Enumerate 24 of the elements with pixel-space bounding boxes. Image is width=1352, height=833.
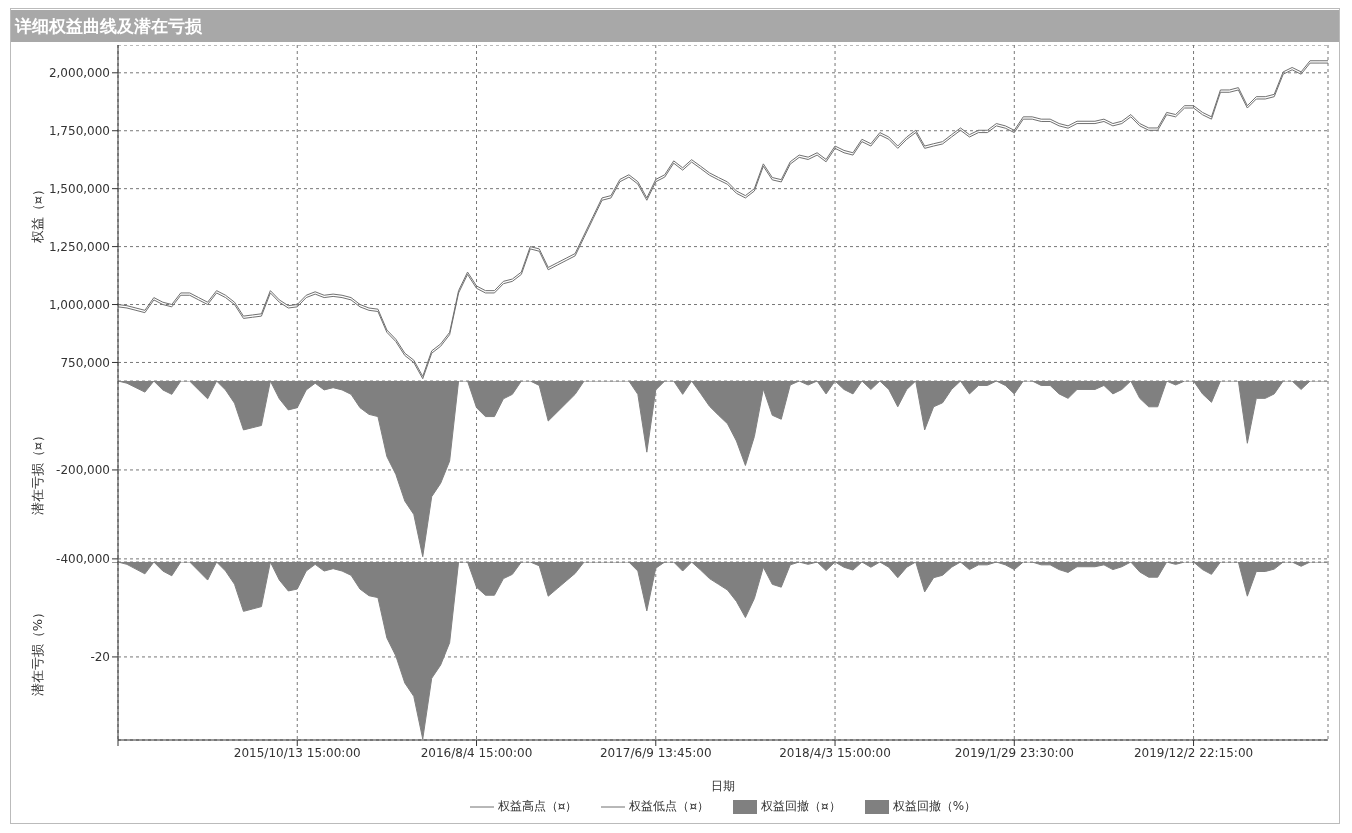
y-tick-label: -20 xyxy=(90,650,110,665)
y-tick-label: 1,000,000 xyxy=(48,297,110,312)
y-tick-label: 2,000,000 xyxy=(48,66,110,81)
legend-label: 权益低点（¤） xyxy=(629,798,710,815)
text: 权益回撤（%） xyxy=(892,798,977,815)
chart-title: 详细权益曲线及潜在亏损 xyxy=(11,10,1339,42)
x-axis-title: 日期 xyxy=(710,778,736,795)
y-tick-label: 1,250,000 xyxy=(48,239,110,254)
x-tick-label: 2015/10/13 15:00:00 xyxy=(233,745,361,760)
y-axis-title: 潜在亏损（%） xyxy=(29,605,46,697)
x-tick-label: 2019/1/29 23:30:00 xyxy=(954,745,1074,760)
y-tick-label: 1,500,000 xyxy=(48,181,110,196)
y-tick-label: -400,000 xyxy=(56,552,110,567)
x-tick-label: 2018/4/3 15:00:00 xyxy=(779,745,891,760)
legend-label: 权益回撤（¤） xyxy=(761,798,841,815)
x-tick-label: 2016/8/4 15:00:00 xyxy=(420,745,533,760)
y-tick-label: -200,000 xyxy=(56,463,110,478)
y-axis-title: 潜在亏损（¤） xyxy=(29,428,46,515)
y-tick-label: 750,000 xyxy=(60,355,110,370)
legend-label: 权益高点（¤） xyxy=(497,798,578,815)
x-tick-label: 2019/12/2 22:15:00 xyxy=(1133,745,1254,760)
x-tick-label: 2017/6/9 13:45:00 xyxy=(599,745,712,760)
y-axis-title: 权益（¤） xyxy=(29,182,46,244)
y-tick-label: 1,750,000 xyxy=(48,124,110,138)
